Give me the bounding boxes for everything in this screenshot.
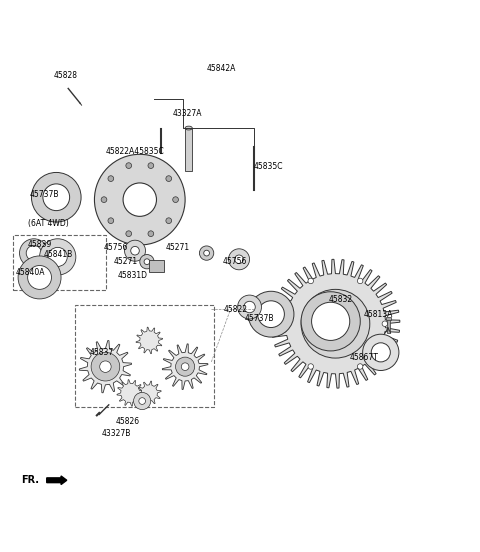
Circle shape	[43, 184, 70, 211]
Text: 43327A: 43327A	[173, 109, 202, 118]
Circle shape	[308, 278, 313, 284]
Circle shape	[140, 254, 154, 269]
Circle shape	[32, 172, 81, 222]
Text: 45271: 45271	[113, 257, 138, 266]
Circle shape	[283, 321, 289, 326]
Text: 43327B: 43327B	[101, 429, 131, 438]
Circle shape	[144, 259, 150, 264]
Circle shape	[133, 392, 151, 410]
Circle shape	[18, 256, 61, 299]
Circle shape	[166, 176, 172, 182]
Text: 45837: 45837	[89, 348, 114, 357]
Circle shape	[371, 343, 390, 362]
Circle shape	[166, 218, 172, 224]
Circle shape	[124, 240, 145, 261]
Circle shape	[28, 266, 51, 289]
Text: 45840A: 45840A	[15, 268, 45, 277]
Text: 45832: 45832	[328, 295, 352, 304]
Circle shape	[108, 176, 114, 182]
Circle shape	[181, 363, 189, 370]
Circle shape	[301, 289, 370, 358]
Circle shape	[123, 183, 156, 216]
Circle shape	[131, 246, 139, 255]
Circle shape	[382, 321, 387, 326]
Circle shape	[148, 231, 154, 237]
Text: 45271: 45271	[166, 243, 190, 252]
Bar	[385, 317, 391, 320]
Text: 45831D: 45831D	[118, 272, 148, 280]
Circle shape	[126, 231, 132, 237]
Polygon shape	[136, 327, 163, 354]
Circle shape	[235, 255, 243, 264]
Circle shape	[228, 249, 250, 270]
Text: 45756: 45756	[223, 257, 247, 266]
Circle shape	[39, 239, 76, 275]
Circle shape	[48, 247, 67, 267]
Circle shape	[91, 352, 120, 381]
Circle shape	[244, 301, 255, 313]
FancyArrow shape	[47, 476, 67, 485]
Text: 45822: 45822	[223, 305, 247, 314]
Circle shape	[173, 197, 179, 203]
Circle shape	[20, 239, 48, 267]
Polygon shape	[271, 259, 400, 388]
Circle shape	[148, 163, 154, 168]
Circle shape	[204, 250, 209, 256]
Text: 45737B: 45737B	[244, 315, 274, 323]
Circle shape	[358, 364, 363, 369]
Polygon shape	[137, 381, 161, 405]
Circle shape	[258, 301, 284, 327]
Bar	[185, 128, 192, 171]
Text: 45756: 45756	[104, 243, 128, 252]
Circle shape	[126, 163, 132, 168]
Bar	[149, 260, 164, 272]
Text: 45822A45835C: 45822A45835C	[106, 147, 164, 156]
Circle shape	[26, 246, 41, 261]
Circle shape	[358, 278, 363, 284]
Polygon shape	[162, 344, 208, 390]
Circle shape	[108, 218, 114, 224]
Text: 45842A: 45842A	[206, 64, 236, 73]
Text: 45867T: 45867T	[349, 353, 379, 362]
Ellipse shape	[185, 126, 192, 130]
Text: FR.: FR.	[22, 475, 39, 485]
Text: 45839: 45839	[27, 241, 52, 250]
Circle shape	[238, 295, 262, 319]
Circle shape	[363, 334, 399, 370]
Text: (6AT 4WD): (6AT 4WD)	[28, 219, 68, 228]
Circle shape	[95, 155, 185, 245]
Text: 45841B: 45841B	[44, 250, 73, 259]
Text: 45835C: 45835C	[254, 162, 283, 171]
Text: 45828: 45828	[54, 71, 78, 80]
Circle shape	[199, 246, 214, 260]
Circle shape	[101, 197, 107, 203]
Polygon shape	[79, 341, 132, 393]
Text: 45826: 45826	[116, 417, 140, 426]
Circle shape	[301, 292, 360, 351]
Circle shape	[139, 397, 145, 405]
Circle shape	[100, 361, 111, 373]
Polygon shape	[117, 380, 144, 406]
Circle shape	[308, 364, 313, 369]
Text: 45737B: 45737B	[30, 190, 59, 199]
Text: 45813A: 45813A	[364, 310, 393, 319]
Circle shape	[248, 291, 294, 337]
Circle shape	[176, 357, 195, 376]
Bar	[387, 319, 390, 333]
Circle shape	[312, 302, 350, 341]
